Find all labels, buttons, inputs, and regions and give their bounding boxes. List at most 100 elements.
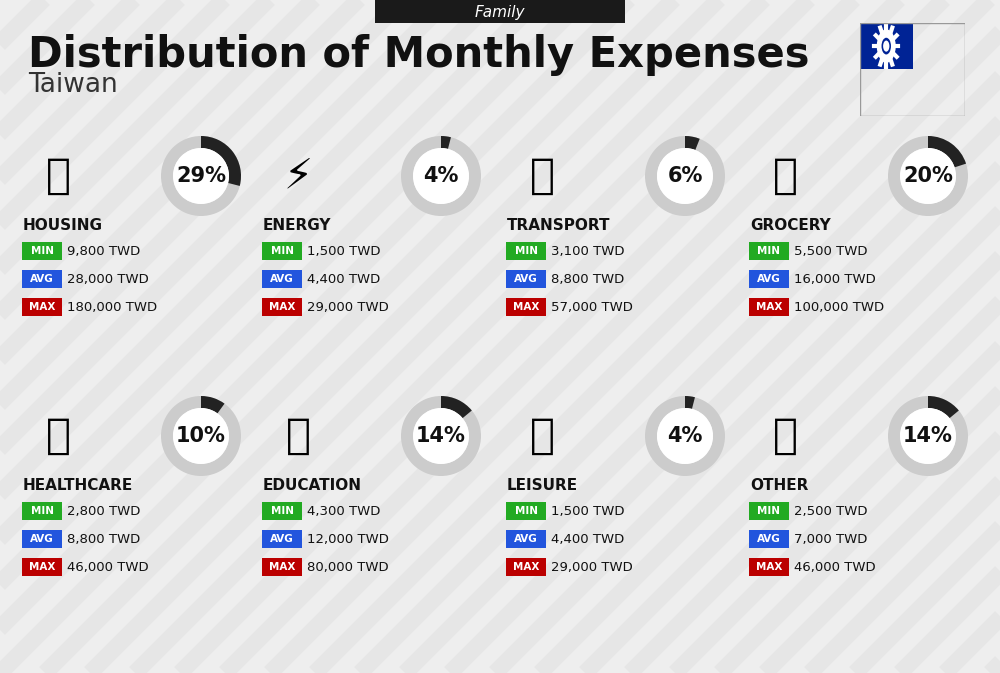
Wedge shape bbox=[645, 396, 725, 476]
Text: 3,100 TWD: 3,100 TWD bbox=[551, 244, 624, 258]
FancyBboxPatch shape bbox=[506, 558, 546, 576]
Wedge shape bbox=[441, 136, 451, 149]
Circle shape bbox=[900, 148, 956, 204]
FancyBboxPatch shape bbox=[22, 242, 62, 260]
Text: ⚡: ⚡ bbox=[283, 155, 313, 197]
Text: HOUSING: HOUSING bbox=[23, 217, 103, 232]
Text: 🏢: 🏢 bbox=[46, 155, 70, 197]
Wedge shape bbox=[401, 396, 481, 476]
Text: AVG: AVG bbox=[514, 274, 538, 284]
FancyBboxPatch shape bbox=[262, 242, 302, 260]
FancyBboxPatch shape bbox=[749, 298, 789, 316]
Text: MIN: MIN bbox=[514, 246, 538, 256]
FancyBboxPatch shape bbox=[749, 502, 789, 520]
Text: 1,500 TWD: 1,500 TWD bbox=[551, 505, 624, 518]
Text: MAX: MAX bbox=[29, 302, 55, 312]
FancyBboxPatch shape bbox=[22, 270, 62, 288]
Text: 14%: 14% bbox=[903, 426, 953, 446]
FancyBboxPatch shape bbox=[506, 270, 546, 288]
Text: 1,500 TWD: 1,500 TWD bbox=[307, 244, 380, 258]
Text: 2,800 TWD: 2,800 TWD bbox=[67, 505, 140, 518]
Text: 🛒: 🛒 bbox=[772, 155, 798, 197]
FancyBboxPatch shape bbox=[262, 558, 302, 576]
Circle shape bbox=[883, 40, 889, 52]
Text: MAX: MAX bbox=[756, 562, 782, 572]
Circle shape bbox=[173, 148, 229, 204]
Text: MAX: MAX bbox=[513, 562, 539, 572]
Text: MAX: MAX bbox=[513, 302, 539, 312]
Text: 🎓: 🎓 bbox=[286, 415, 310, 457]
Text: HEALTHCARE: HEALTHCARE bbox=[23, 478, 133, 493]
FancyBboxPatch shape bbox=[22, 558, 62, 576]
Wedge shape bbox=[928, 396, 959, 418]
Wedge shape bbox=[161, 136, 241, 216]
FancyBboxPatch shape bbox=[860, 23, 912, 69]
FancyBboxPatch shape bbox=[749, 530, 789, 548]
FancyBboxPatch shape bbox=[749, 270, 789, 288]
FancyBboxPatch shape bbox=[262, 530, 302, 548]
Text: 14%: 14% bbox=[416, 426, 466, 446]
Text: TRANSPORT: TRANSPORT bbox=[507, 217, 610, 232]
Text: 4,400 TWD: 4,400 TWD bbox=[551, 532, 624, 546]
Text: 7,000 TWD: 7,000 TWD bbox=[794, 532, 867, 546]
Text: MAX: MAX bbox=[29, 562, 55, 572]
Text: MIN: MIN bbox=[514, 506, 538, 516]
Text: 10%: 10% bbox=[176, 426, 226, 446]
Text: LEISURE: LEISURE bbox=[507, 478, 578, 493]
Text: 29,000 TWD: 29,000 TWD bbox=[307, 301, 389, 314]
Wedge shape bbox=[685, 136, 700, 150]
FancyBboxPatch shape bbox=[262, 298, 302, 316]
Text: 4%: 4% bbox=[667, 426, 703, 446]
Text: 8,800 TWD: 8,800 TWD bbox=[67, 532, 140, 546]
Circle shape bbox=[173, 408, 229, 464]
FancyBboxPatch shape bbox=[262, 270, 302, 288]
Text: AVG: AVG bbox=[757, 274, 781, 284]
Text: AVG: AVG bbox=[270, 274, 294, 284]
Text: AVG: AVG bbox=[514, 534, 538, 544]
Text: 💰: 💰 bbox=[772, 415, 798, 457]
Text: MIN: MIN bbox=[758, 506, 780, 516]
Circle shape bbox=[413, 148, 469, 204]
Text: 100,000 TWD: 100,000 TWD bbox=[794, 301, 884, 314]
Wedge shape bbox=[441, 396, 472, 418]
Text: 🛍: 🛍 bbox=[530, 415, 554, 457]
Text: 46,000 TWD: 46,000 TWD bbox=[67, 561, 149, 573]
Text: 28,000 TWD: 28,000 TWD bbox=[67, 273, 149, 285]
Circle shape bbox=[657, 408, 713, 464]
Text: 57,000 TWD: 57,000 TWD bbox=[551, 301, 633, 314]
Text: 46,000 TWD: 46,000 TWD bbox=[794, 561, 876, 573]
Wedge shape bbox=[201, 396, 225, 413]
Text: 9,800 TWD: 9,800 TWD bbox=[67, 244, 140, 258]
Wedge shape bbox=[161, 396, 241, 476]
Wedge shape bbox=[888, 136, 968, 216]
Wedge shape bbox=[685, 396, 695, 409]
Text: 4,400 TWD: 4,400 TWD bbox=[307, 273, 380, 285]
Wedge shape bbox=[401, 136, 481, 216]
Text: AVG: AVG bbox=[30, 274, 54, 284]
Text: 29%: 29% bbox=[176, 166, 226, 186]
Text: 20%: 20% bbox=[903, 166, 953, 186]
Text: MIN: MIN bbox=[758, 246, 780, 256]
Circle shape bbox=[900, 408, 956, 464]
Text: MAX: MAX bbox=[269, 562, 295, 572]
FancyBboxPatch shape bbox=[749, 558, 789, 576]
Text: AVG: AVG bbox=[30, 534, 54, 544]
Wedge shape bbox=[645, 136, 725, 216]
Text: ENERGY: ENERGY bbox=[263, 217, 332, 232]
Text: AVG: AVG bbox=[757, 534, 781, 544]
Wedge shape bbox=[888, 396, 968, 476]
Circle shape bbox=[882, 38, 891, 55]
Circle shape bbox=[413, 408, 469, 464]
Text: 4,300 TWD: 4,300 TWD bbox=[307, 505, 380, 518]
FancyBboxPatch shape bbox=[22, 502, 62, 520]
Text: 80,000 TWD: 80,000 TWD bbox=[307, 561, 389, 573]
Circle shape bbox=[657, 148, 713, 204]
Circle shape bbox=[877, 30, 896, 63]
Text: MAX: MAX bbox=[756, 302, 782, 312]
Text: 2,500 TWD: 2,500 TWD bbox=[794, 505, 868, 518]
Text: 12,000 TWD: 12,000 TWD bbox=[307, 532, 389, 546]
Wedge shape bbox=[928, 136, 966, 168]
FancyBboxPatch shape bbox=[22, 298, 62, 316]
Text: 8,800 TWD: 8,800 TWD bbox=[551, 273, 624, 285]
FancyBboxPatch shape bbox=[506, 530, 546, 548]
